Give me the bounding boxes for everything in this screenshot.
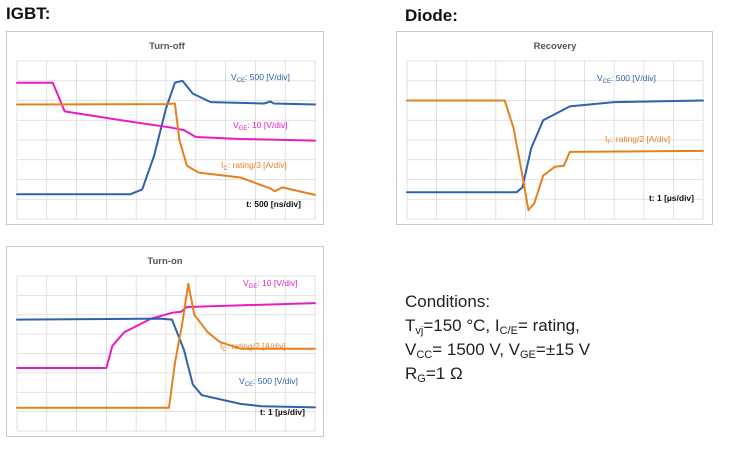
- conditions-temperature-current: Tvj=150 °C, IC/E= rating,: [405, 316, 580, 337]
- vce-label: VCE: 500 [V/div]: [239, 376, 298, 388]
- timebase-label: t: 1 [µs/div]: [260, 407, 305, 417]
- timebase-label: t: 500 [ns/div]: [246, 199, 301, 209]
- chart-title: Turn-on: [147, 256, 182, 267]
- traces: [406, 99, 704, 212]
- vce-label: VCE: 500 [V/div]: [597, 73, 656, 85]
- timebase-label: t: 1 [µs/div]: [649, 193, 694, 203]
- igbt-heading: IGBT:: [6, 4, 51, 23]
- conditions-gate-resistor: RG=1 Ω: [405, 364, 463, 385]
- turn-off-chart: Turn-off VCE: 500 [V/div] VGE: 10 [V/div…: [16, 41, 316, 220]
- chart-title: Turn-off: [149, 41, 186, 52]
- chart-title: Recovery: [534, 41, 577, 52]
- vge-trace: [16, 81, 316, 142]
- traces: [16, 282, 316, 409]
- conditions-block: Conditions: Tvj=150 °C, IC/E= rating, VC…: [405, 290, 590, 386]
- grid: [406, 60, 704, 220]
- vce-trace: [16, 317, 316, 409]
- vce-trace: [406, 99, 704, 194]
- if-trace: [406, 99, 704, 212]
- vge-label: VGE: 10 [V/div]: [243, 278, 298, 290]
- vce-trace: [16, 79, 316, 196]
- recovery-panel: Recovery VCE: 500 [V/div] IF: rating/2 […: [396, 31, 713, 225]
- turn-on-panel: Turn-on VGE: 10 [V/div] VCE: 500 [V/div]…: [6, 246, 324, 437]
- ic-label: IC: rating/2 [A/div]: [220, 341, 286, 353]
- diode-heading: Diode:: [405, 6, 458, 25]
- turn-on-chart: Turn-on VGE: 10 [V/div] VCE: 500 [V/div]…: [16, 256, 316, 432]
- ic-trace: [16, 102, 316, 196]
- ic-label: IC: rating/3 [A/div]: [221, 160, 287, 172]
- grid: [16, 275, 316, 432]
- recovery-chart: Recovery VCE: 500 [V/div] IF: rating/2 […: [406, 41, 704, 220]
- turn-off-panel: Turn-off VCE: 500 [V/div] VGE: 10 [V/div…: [6, 31, 324, 225]
- vge-label: VGE: 10 [V/div]: [233, 120, 288, 132]
- if-label: IF: rating/2 [A/div]: [605, 134, 670, 146]
- ic-trace: [16, 282, 316, 409]
- grid: [16, 60, 316, 220]
- conditions-title: Conditions:: [405, 292, 491, 311]
- vce-label: VCE: 500 [V/div]: [231, 72, 290, 84]
- traces: [16, 79, 316, 196]
- conditions-voltages: VCC= 1500 V, VGE=±15 V: [405, 340, 591, 361]
